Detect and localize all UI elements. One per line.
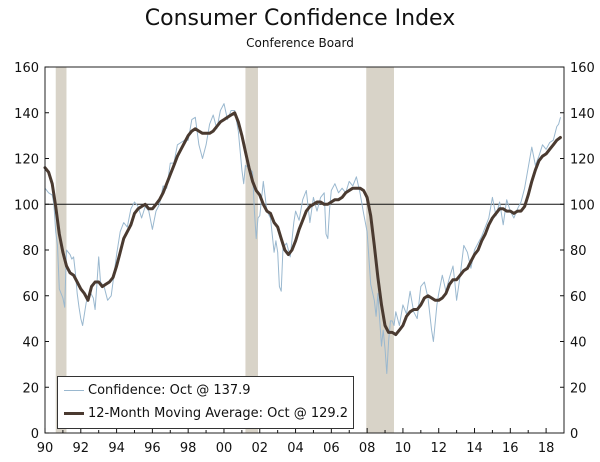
legend-item-moving-average: 12-Month Moving Average: Oct @ 129.2 [64,403,348,423]
x-tick-label: 98 [180,441,197,456]
series-line-moving-average [43,111,562,337]
x-tick-label: 94 [108,441,125,456]
series-line-confidence [44,103,561,374]
legend-item-confidence: Confidence: Oct @ 137.9 [64,380,251,400]
y-tick-label-left: 20 [22,381,39,396]
x-tick-label: 02 [251,441,268,456]
y-tick-label-right: 100 [570,198,595,213]
y-tick-label-right: 140 [570,107,595,122]
legend: Confidence: Oct @ 137.9 12-Month Moving … [57,376,354,429]
x-tick-label: 08 [359,441,376,456]
y-tick-label-left: 60 [22,290,39,305]
y-tick-label-right: 60 [570,290,587,305]
y-tick-label-left: 40 [22,336,39,351]
y-tick-label-left: 120 [14,153,39,168]
y-tick-label-left: 140 [14,107,39,122]
x-tick-label: 06 [323,441,340,456]
recession-band-3 [366,67,394,433]
x-tick-label: 00 [216,441,233,456]
x-tick-label: 90 [37,441,54,456]
legend-label-confidence: Confidence: Oct @ 137.9 [88,382,251,398]
chart-title: Consumer Confidence Index [144,6,456,31]
x-tick-label: 10 [395,441,412,456]
y-tick-label-right: 80 [570,244,587,259]
y-tick-label-right: 120 [570,153,595,168]
x-tick-label: 04 [287,441,304,456]
y-tick-label-left: 80 [22,244,39,259]
chart-subtitle: Conference Board [246,36,354,50]
y-tick-label-left: 160 [14,61,39,76]
legend-swatch-moving-average [64,411,84,415]
y-tick-label-left: 0 [31,427,39,442]
x-tick-label: 16 [502,441,519,456]
legend-label-moving-average: 12-Month Moving Average: Oct @ 129.2 [88,405,349,421]
x-tick-label: 12 [430,441,447,456]
series-layer [43,103,562,374]
x-tick-label: 92 [73,441,90,456]
x-tick-label: 14 [466,441,483,456]
y-tick-label-right: 40 [570,336,587,351]
y-tick-label-right: 160 [570,61,595,76]
y-tick-label-right: 0 [570,427,578,442]
x-tick-label: 18 [538,441,555,456]
y-tick-label-left: 100 [14,198,39,213]
recession-band-2 [245,67,258,433]
y-tick-label-right: 20 [570,381,587,396]
legend-swatch-confidence [64,389,84,391]
x-tick-label: 96 [144,441,161,456]
